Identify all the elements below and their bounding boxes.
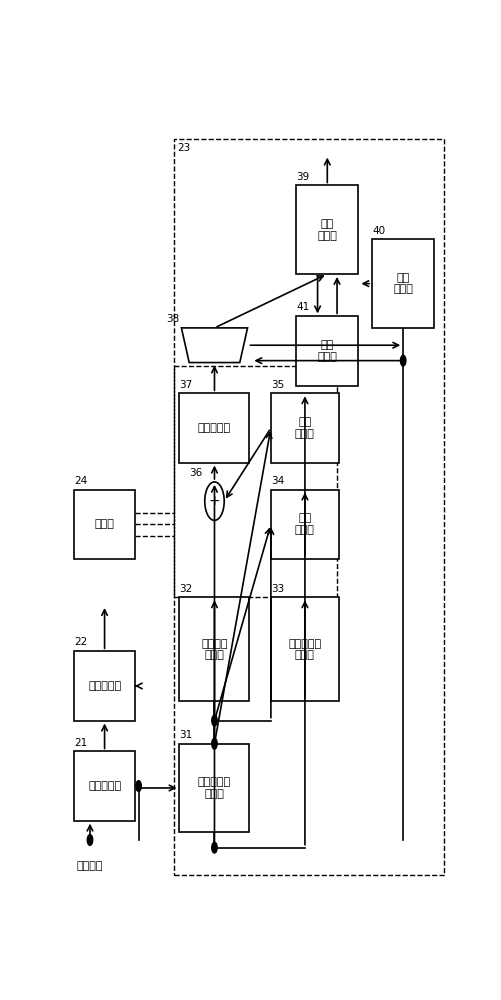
Text: 激光轮廓
应用部: 激光轮廓 应用部 (201, 639, 227, 660)
Bar (271, 490, 338, 559)
Text: 24: 24 (74, 476, 88, 486)
Text: 33: 33 (271, 584, 284, 594)
Circle shape (87, 835, 93, 845)
Bar (173, 366, 336, 597)
Text: 计数
校正部: 计数 校正部 (317, 340, 337, 362)
Polygon shape (181, 328, 247, 363)
Circle shape (211, 842, 217, 853)
Text: 23: 23 (177, 143, 190, 153)
Text: 边缘增强量
确定部: 边缘增强量 确定部 (288, 639, 321, 660)
Text: 筛选处理部: 筛选处理部 (88, 681, 121, 691)
Text: 41: 41 (296, 302, 309, 312)
Bar (371, 239, 433, 328)
Text: 色粉
计数器: 色粉 计数器 (392, 273, 412, 294)
Circle shape (211, 715, 217, 726)
Circle shape (136, 781, 141, 791)
Text: 32: 32 (179, 584, 192, 594)
Text: 图像数据: 图像数据 (77, 861, 103, 871)
Bar (296, 316, 358, 386)
Text: 增益
控制部: 增益 控制部 (295, 417, 314, 439)
Bar (173, 139, 443, 875)
Text: 基本色粉量
确定部: 基本色粉量 确定部 (197, 777, 230, 799)
Text: 箱位处理部: 箱位处理部 (197, 423, 230, 433)
Bar (271, 597, 338, 701)
Text: 39: 39 (296, 172, 309, 182)
Text: 35: 35 (271, 379, 284, 389)
Bar (179, 393, 249, 463)
Bar (271, 393, 338, 463)
Text: 40: 40 (371, 226, 384, 235)
Text: 限制
处理部: 限制 处理部 (295, 513, 314, 535)
Bar (74, 651, 134, 721)
Text: 21: 21 (74, 738, 88, 748)
Bar (74, 751, 134, 821)
Text: +: + (208, 494, 220, 508)
Circle shape (400, 355, 405, 366)
Circle shape (211, 738, 217, 749)
Text: 色粉
计数器: 色粉 计数器 (317, 219, 337, 241)
Text: 36: 36 (189, 468, 202, 478)
Bar (74, 490, 134, 559)
Text: 灰度校正部: 灰度校正部 (88, 781, 121, 791)
Bar (179, 597, 249, 701)
Text: 37: 37 (179, 379, 192, 389)
Text: 控制部: 控制部 (95, 519, 114, 529)
Text: 31: 31 (179, 730, 192, 740)
Bar (179, 744, 249, 832)
Text: 38: 38 (166, 314, 179, 324)
Text: 22: 22 (74, 637, 88, 647)
Circle shape (204, 482, 224, 520)
Text: 34: 34 (271, 476, 284, 486)
Bar (296, 185, 358, 274)
